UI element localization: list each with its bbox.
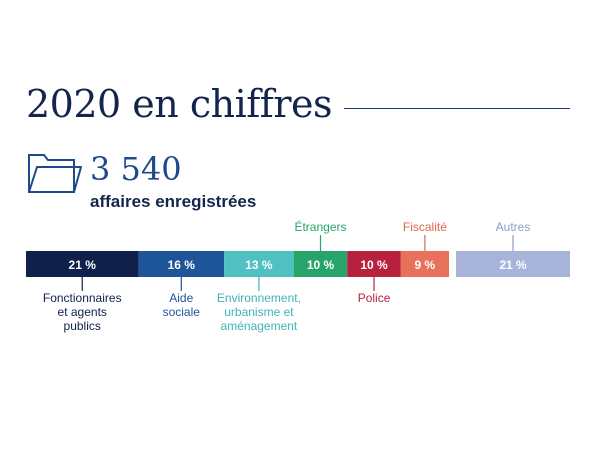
- bar-segment: [293, 251, 348, 277]
- folder-icon: [28, 154, 82, 193]
- bar-segment: [347, 251, 401, 277]
- case-count: 3 540: [90, 150, 182, 188]
- bar-segment: [138, 251, 225, 277]
- category-label: Fiscalité: [403, 220, 447, 234]
- category-label: Environnement,: [217, 291, 301, 305]
- bar-value-label: 10 %: [307, 258, 335, 272]
- category-label: Étrangers: [294, 219, 346, 234]
- bar-segment: [26, 251, 139, 277]
- category-label: sociale: [163, 305, 201, 319]
- category-label: Autres: [496, 220, 531, 234]
- bar-value-label: 21 %: [69, 258, 97, 272]
- bar-value-label: 21 %: [499, 258, 527, 272]
- bar-segment: [456, 251, 570, 277]
- case-count-label: affaires enregistrées: [90, 192, 257, 211]
- title-divider: [344, 108, 570, 109]
- bar-value-label: 16 %: [168, 258, 196, 272]
- category-label: Fonctionnaires: [43, 291, 122, 305]
- category-label: aménagement: [221, 319, 298, 333]
- bar-value-label: 13 %: [245, 258, 273, 272]
- bar-segment: [224, 251, 294, 277]
- bar-segment: [400, 251, 449, 277]
- category-label: Aide: [169, 291, 193, 305]
- category-label: et agents: [58, 305, 107, 319]
- bar-value-label: 9 %: [415, 258, 436, 272]
- category-label: publics: [64, 319, 101, 333]
- category-label: urbanisme et: [224, 305, 294, 319]
- bar-value-label: 10 %: [360, 258, 388, 272]
- page-title: 2020 en chiffres: [26, 82, 333, 126]
- category-label: Police: [358, 291, 391, 305]
